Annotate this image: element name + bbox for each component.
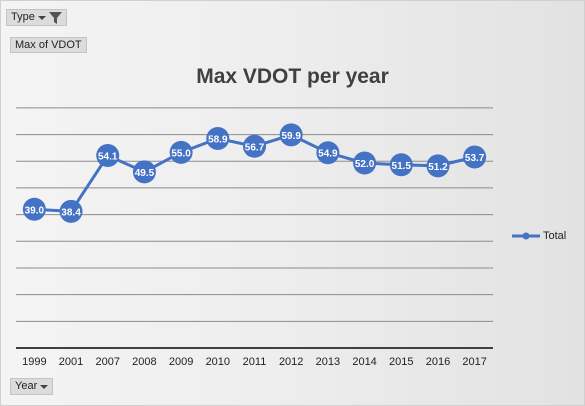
data-label: 55.0 xyxy=(171,148,191,159)
x-tick-label: 2007 xyxy=(95,356,119,368)
x-tick-label: 2012 xyxy=(279,356,303,368)
data-point-marker xyxy=(279,123,303,147)
data-point-marker xyxy=(59,199,83,223)
type-filter-label: Type xyxy=(11,11,35,23)
year-axis-field-button[interactable]: Year xyxy=(10,378,54,395)
legend-series-icon xyxy=(512,232,540,240)
series-markers: 39.0 38.4 54.1 49.5 55.0 58.9 56.7 59.9 54.9 52.0… xyxy=(22,123,487,223)
x-tick-label: 2010 xyxy=(206,356,230,368)
x-tick-label: 2013 xyxy=(316,356,340,368)
year-field-label: Year xyxy=(15,380,38,392)
x-axis: 1999 2001 2007 2008 2009 2010 2011 2012 2013 2014… xyxy=(16,347,493,368)
data-point-marker xyxy=(389,153,413,177)
funnel-filter-icon xyxy=(48,11,62,24)
gridlines xyxy=(16,107,493,322)
data-label: 39.0 xyxy=(25,205,45,216)
data-label: 54.9 xyxy=(318,149,338,160)
x-tick-label: 2001 xyxy=(59,356,83,368)
data-label: 53.7 xyxy=(465,153,485,164)
data-point-marker xyxy=(96,144,120,168)
x-tick-label: 2011 xyxy=(243,356,267,368)
x-tick-label: 2015 xyxy=(389,356,413,368)
data-point-marker xyxy=(169,140,193,164)
chevron-down-icon xyxy=(37,15,46,20)
chart-legend[interactable]: Total xyxy=(512,230,566,242)
legend-series-label: Total xyxy=(543,230,567,242)
data-label: 51.2 xyxy=(428,162,448,173)
x-tick-label: 2008 xyxy=(132,356,156,368)
data-point-marker xyxy=(353,151,377,175)
type-filter-button[interactable]: Type xyxy=(6,9,67,26)
values-field-button[interactable]: Max of VDOT xyxy=(10,37,87,53)
chevron-down-icon xyxy=(40,384,49,389)
data-label: 38.4 xyxy=(61,207,81,218)
data-point-marker xyxy=(463,145,487,169)
x-tick-label: 2016 xyxy=(426,356,450,368)
data-point-marker xyxy=(426,154,450,178)
x-tick-label: 2014 xyxy=(352,356,376,368)
data-label: 51.5 xyxy=(392,161,412,172)
data-label: 58.9 xyxy=(208,134,228,145)
data-point-marker xyxy=(22,197,46,221)
data-label: 56.7 xyxy=(245,142,265,153)
data-point-marker xyxy=(243,134,266,158)
x-tick-label: 1999 xyxy=(22,356,46,368)
data-label: 49.5 xyxy=(135,168,155,179)
data-point-marker xyxy=(132,160,156,184)
x-tick-label: 2009 xyxy=(169,356,193,368)
data-label: 59.9 xyxy=(281,131,301,142)
data-label: 54.1 xyxy=(98,152,118,163)
x-tick-label: 2017 xyxy=(462,356,486,368)
data-point-marker xyxy=(206,126,230,150)
data-point-marker xyxy=(316,141,340,165)
chart-title: Max VDOT per year xyxy=(196,65,389,88)
data-label: 52.0 xyxy=(355,159,375,170)
